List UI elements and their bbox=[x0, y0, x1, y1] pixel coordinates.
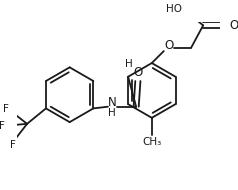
Text: O: O bbox=[229, 19, 238, 32]
Text: F: F bbox=[0, 120, 5, 131]
Text: O: O bbox=[133, 66, 143, 79]
Text: H: H bbox=[125, 59, 133, 69]
Text: N: N bbox=[108, 96, 117, 109]
Text: HO: HO bbox=[166, 4, 182, 14]
Text: O: O bbox=[164, 40, 174, 52]
Text: CH₃: CH₃ bbox=[142, 137, 161, 147]
Text: F: F bbox=[3, 104, 9, 114]
Text: H: H bbox=[108, 108, 116, 118]
Text: F: F bbox=[10, 140, 15, 150]
